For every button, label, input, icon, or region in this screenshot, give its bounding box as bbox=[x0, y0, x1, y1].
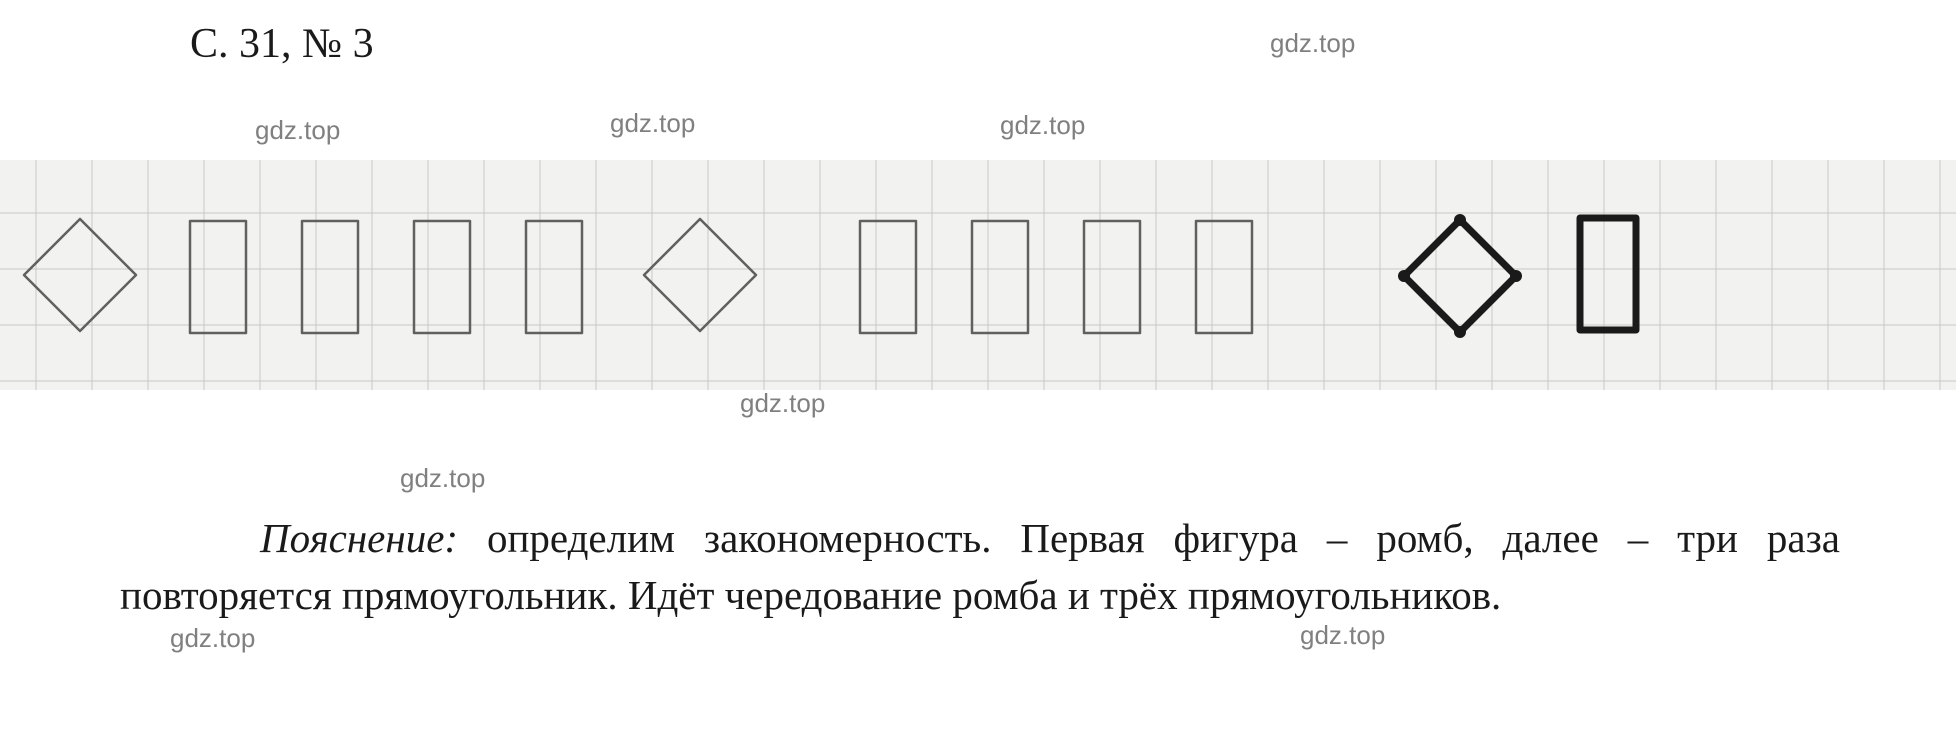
watermark: gdz.top bbox=[1000, 110, 1085, 141]
explanation-label: Пояснение: bbox=[260, 515, 458, 561]
page-reference: С. 31, № 3 bbox=[190, 20, 374, 68]
watermark: gdz.top bbox=[1300, 620, 1385, 651]
watermark: gdz.top bbox=[400, 463, 485, 494]
watermark: gdz.top bbox=[740, 388, 825, 419]
watermark: gdz.top bbox=[1270, 28, 1355, 59]
grid-paper-strip bbox=[0, 160, 1956, 390]
explanation-text: Пояснение: определим закономерность. Пер… bbox=[120, 510, 1840, 623]
pattern-svg bbox=[0, 160, 1956, 390]
watermark: gdz.top bbox=[255, 115, 340, 146]
watermark: gdz.top bbox=[170, 623, 255, 654]
watermark: gdz.top bbox=[610, 108, 695, 139]
